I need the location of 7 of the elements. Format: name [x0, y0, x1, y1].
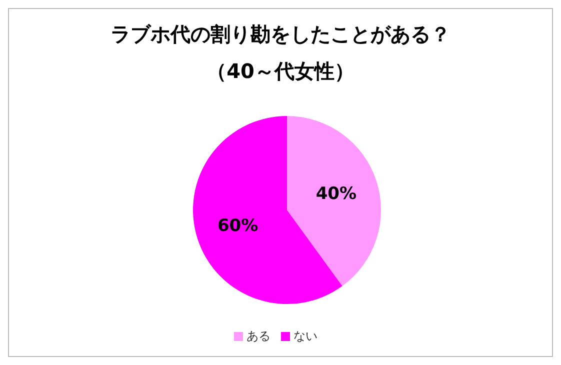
- chart-subtitle: （40～代女性）: [206, 58, 356, 85]
- legend-label: ある: [246, 329, 270, 343]
- chart-title: ラブホ代の割り勘をしたことがある？: [110, 21, 452, 48]
- pie-slice: [287, 116, 381, 286]
- legend-label: ない: [294, 329, 318, 343]
- data-label: 60%: [217, 216, 258, 236]
- data-label: 40%: [316, 184, 357, 204]
